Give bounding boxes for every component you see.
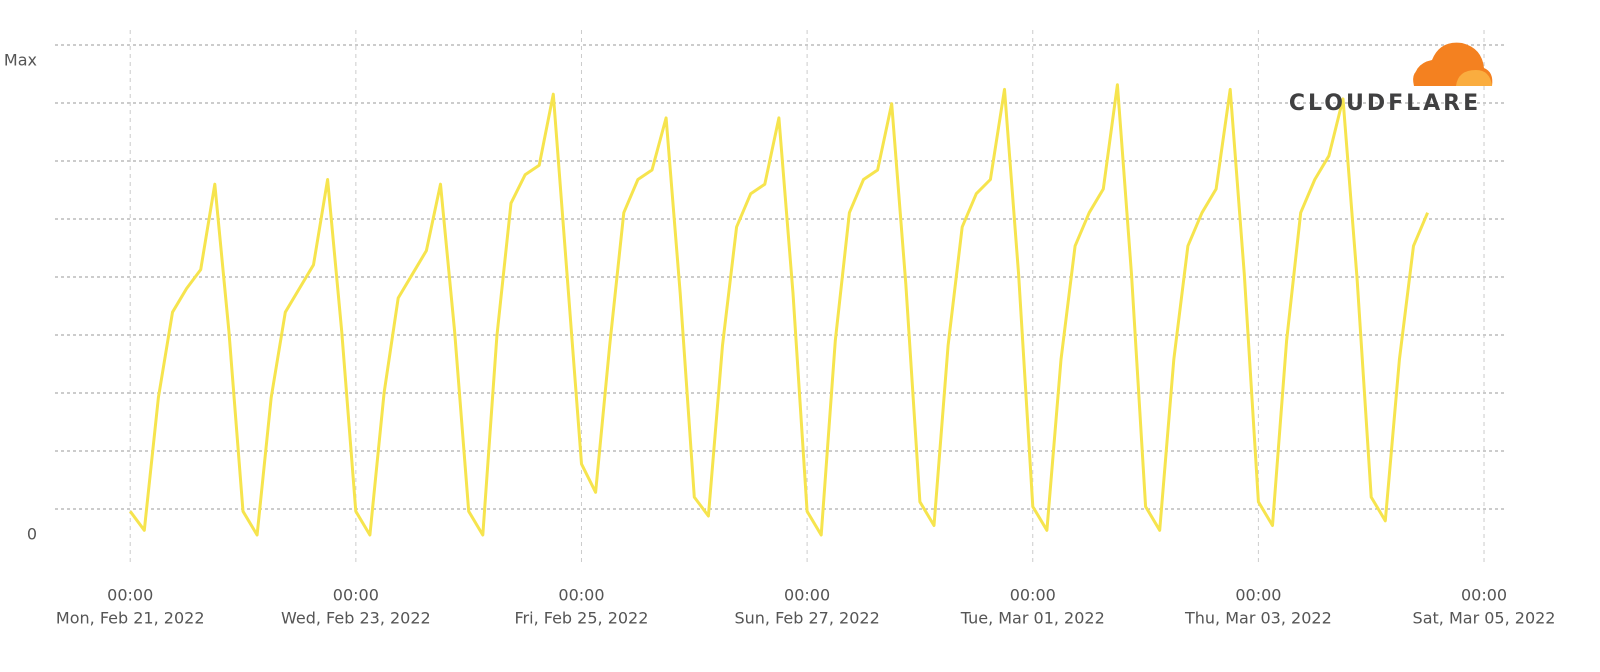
- x-tick-date: Sat, Mar 05, 2022: [1413, 609, 1556, 628]
- logo: CLOUDFLARE: [1289, 42, 1493, 116]
- x-tick-time: 00:00: [1461, 586, 1507, 605]
- logo-text: CLOUDFLARE: [1289, 91, 1481, 116]
- x-tick-date: Wed, Feb 23, 2022: [281, 609, 431, 628]
- x-tick-time: 00:00: [1235, 586, 1281, 605]
- y-tick-label: 0: [27, 525, 37, 544]
- x-tick-time: 00:00: [107, 586, 153, 605]
- plot: 0 Max 00:00 Mon, Feb 21, 2022 00:00 Wed, Feb …: [4, 30, 1556, 628]
- x-tick-date: Sun, Feb 27, 2022: [734, 609, 879, 628]
- x-tick-date: Thu, Mar 03, 2022: [1184, 609, 1332, 628]
- x-tick-date: Fri, Feb 25, 2022: [515, 609, 649, 628]
- x-tick-date: Tue, Mar 01, 2022: [960, 609, 1105, 628]
- logo-cloud-left: [1413, 61, 1440, 86]
- logo-cloud-small: [1456, 70, 1492, 86]
- series-line: [128, 83, 1429, 537]
- x-tick-time: 00:00: [784, 586, 830, 605]
- x-tick-time: 00:00: [1010, 586, 1056, 605]
- x-tick-date: Mon, Feb 21, 2022: [56, 609, 205, 628]
- x-tick-time: 00:00: [558, 586, 604, 605]
- x-tick-time: 00:00: [333, 586, 379, 605]
- y-tick-label: Max: [4, 51, 37, 70]
